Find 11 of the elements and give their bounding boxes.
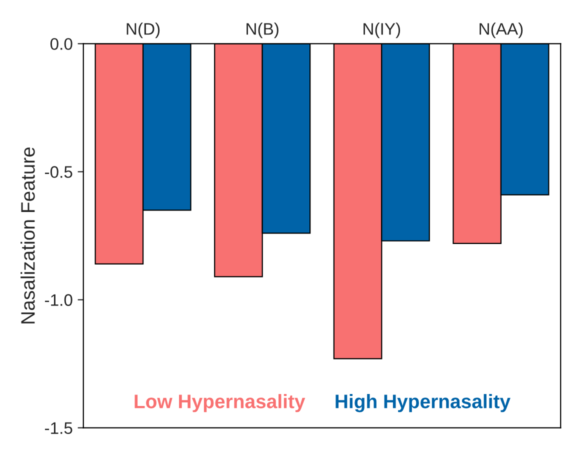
x-tick-label: N(B) — [246, 22, 278, 38]
y-tick-label: 0.0 — [50, 38, 72, 50]
x-tick-label: N(AA) — [480, 22, 523, 38]
x-tick-label: N(D) — [126, 22, 160, 38]
y-tick-label: -0.5 — [44, 166, 72, 178]
text: High Hypernasality — [336, 394, 510, 412]
x-tick-label: N(IY) — [364, 22, 400, 38]
y-axis-title: Nasalization Feature — [20, 147, 35, 324]
y-tick-label: -1.5 — [44, 422, 72, 434]
text: Low Hypernasality — [134, 394, 306, 412]
y-tick-label: -1.0 — [44, 294, 72, 306]
